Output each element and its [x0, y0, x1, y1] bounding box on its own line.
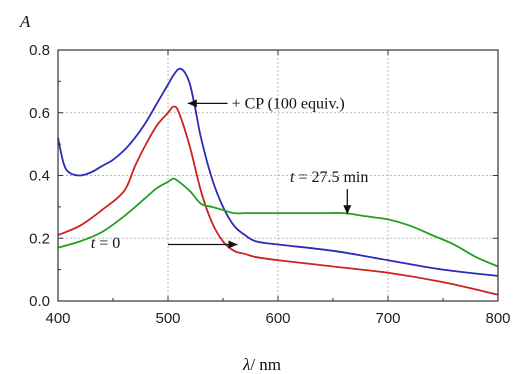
- x-tick-label: 400: [45, 310, 70, 327]
- x-tick-label: 700: [375, 310, 400, 327]
- x-axis-symbol: λ: [242, 355, 250, 374]
- series-line-1: [57, 67, 499, 277]
- t0-annotation-label: t = 0: [91, 235, 120, 252]
- x-axis-title: λ/ nm: [242, 355, 281, 374]
- annotations: + CP (100 equiv.) t = 27.5 min t = 0: [91, 95, 369, 252]
- series-line-2: [57, 105, 499, 296]
- x-axis-unit: / nm: [250, 355, 281, 374]
- y-tick-label: 0.4: [29, 168, 50, 185]
- t0-annotation-arrowhead: [228, 240, 238, 249]
- cp-annotation-label: + CP (100 equiv.): [232, 95, 345, 112]
- x-tick-label: 800: [485, 310, 510, 327]
- y-axis-title: A: [19, 12, 31, 31]
- cp-annotation-arrowhead: [187, 99, 197, 108]
- ticks: 400 500 600 700 800 0.0 0.2 0.4 0.6 0.8: [29, 42, 510, 327]
- grid: [58, 50, 498, 301]
- series-line-3: [57, 177, 499, 268]
- t275-annotation-label: t = 27.5 min: [290, 169, 368, 186]
- y-tick-label: 0.8: [29, 42, 50, 59]
- x-tick-label: 600: [265, 310, 290, 327]
- y-tick-label: 0.2: [29, 230, 50, 247]
- t275-annotation-arrowhead: [343, 205, 352, 215]
- y-tick-label: 0.0: [29, 293, 50, 310]
- series-layer: [57, 67, 499, 296]
- x-tick-label: 500: [155, 310, 180, 327]
- y-tick-label: 0.6: [29, 105, 50, 122]
